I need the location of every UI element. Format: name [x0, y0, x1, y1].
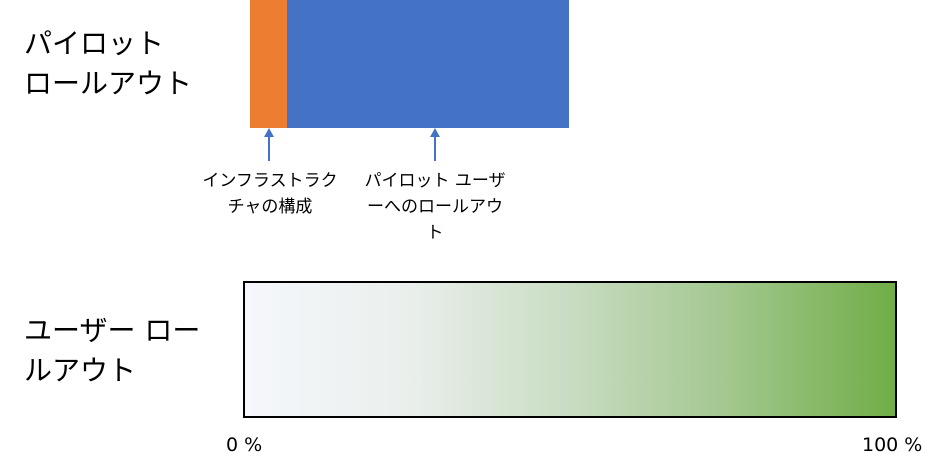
scale-end-label: 100 % [862, 434, 923, 456]
pilot-rollout-segment [287, 0, 569, 128]
pilot-users-note: パイロット ユーザーへのロールアウト [364, 171, 506, 243]
user-rollout-gradient-bar [243, 281, 897, 418]
pilot-arrow-icon [430, 128, 440, 161]
infrastructure-segment [250, 0, 287, 128]
infrastructure-note: インフラストラクチャの構成 [202, 171, 338, 217]
user-rollout-label: ユーザー ロールアウト [24, 314, 201, 387]
infrastructure-arrow-icon [264, 128, 274, 161]
pilot-rollout-label: パイロット ロールアウト [24, 27, 193, 100]
scale-start-label: 0 % [226, 434, 263, 456]
